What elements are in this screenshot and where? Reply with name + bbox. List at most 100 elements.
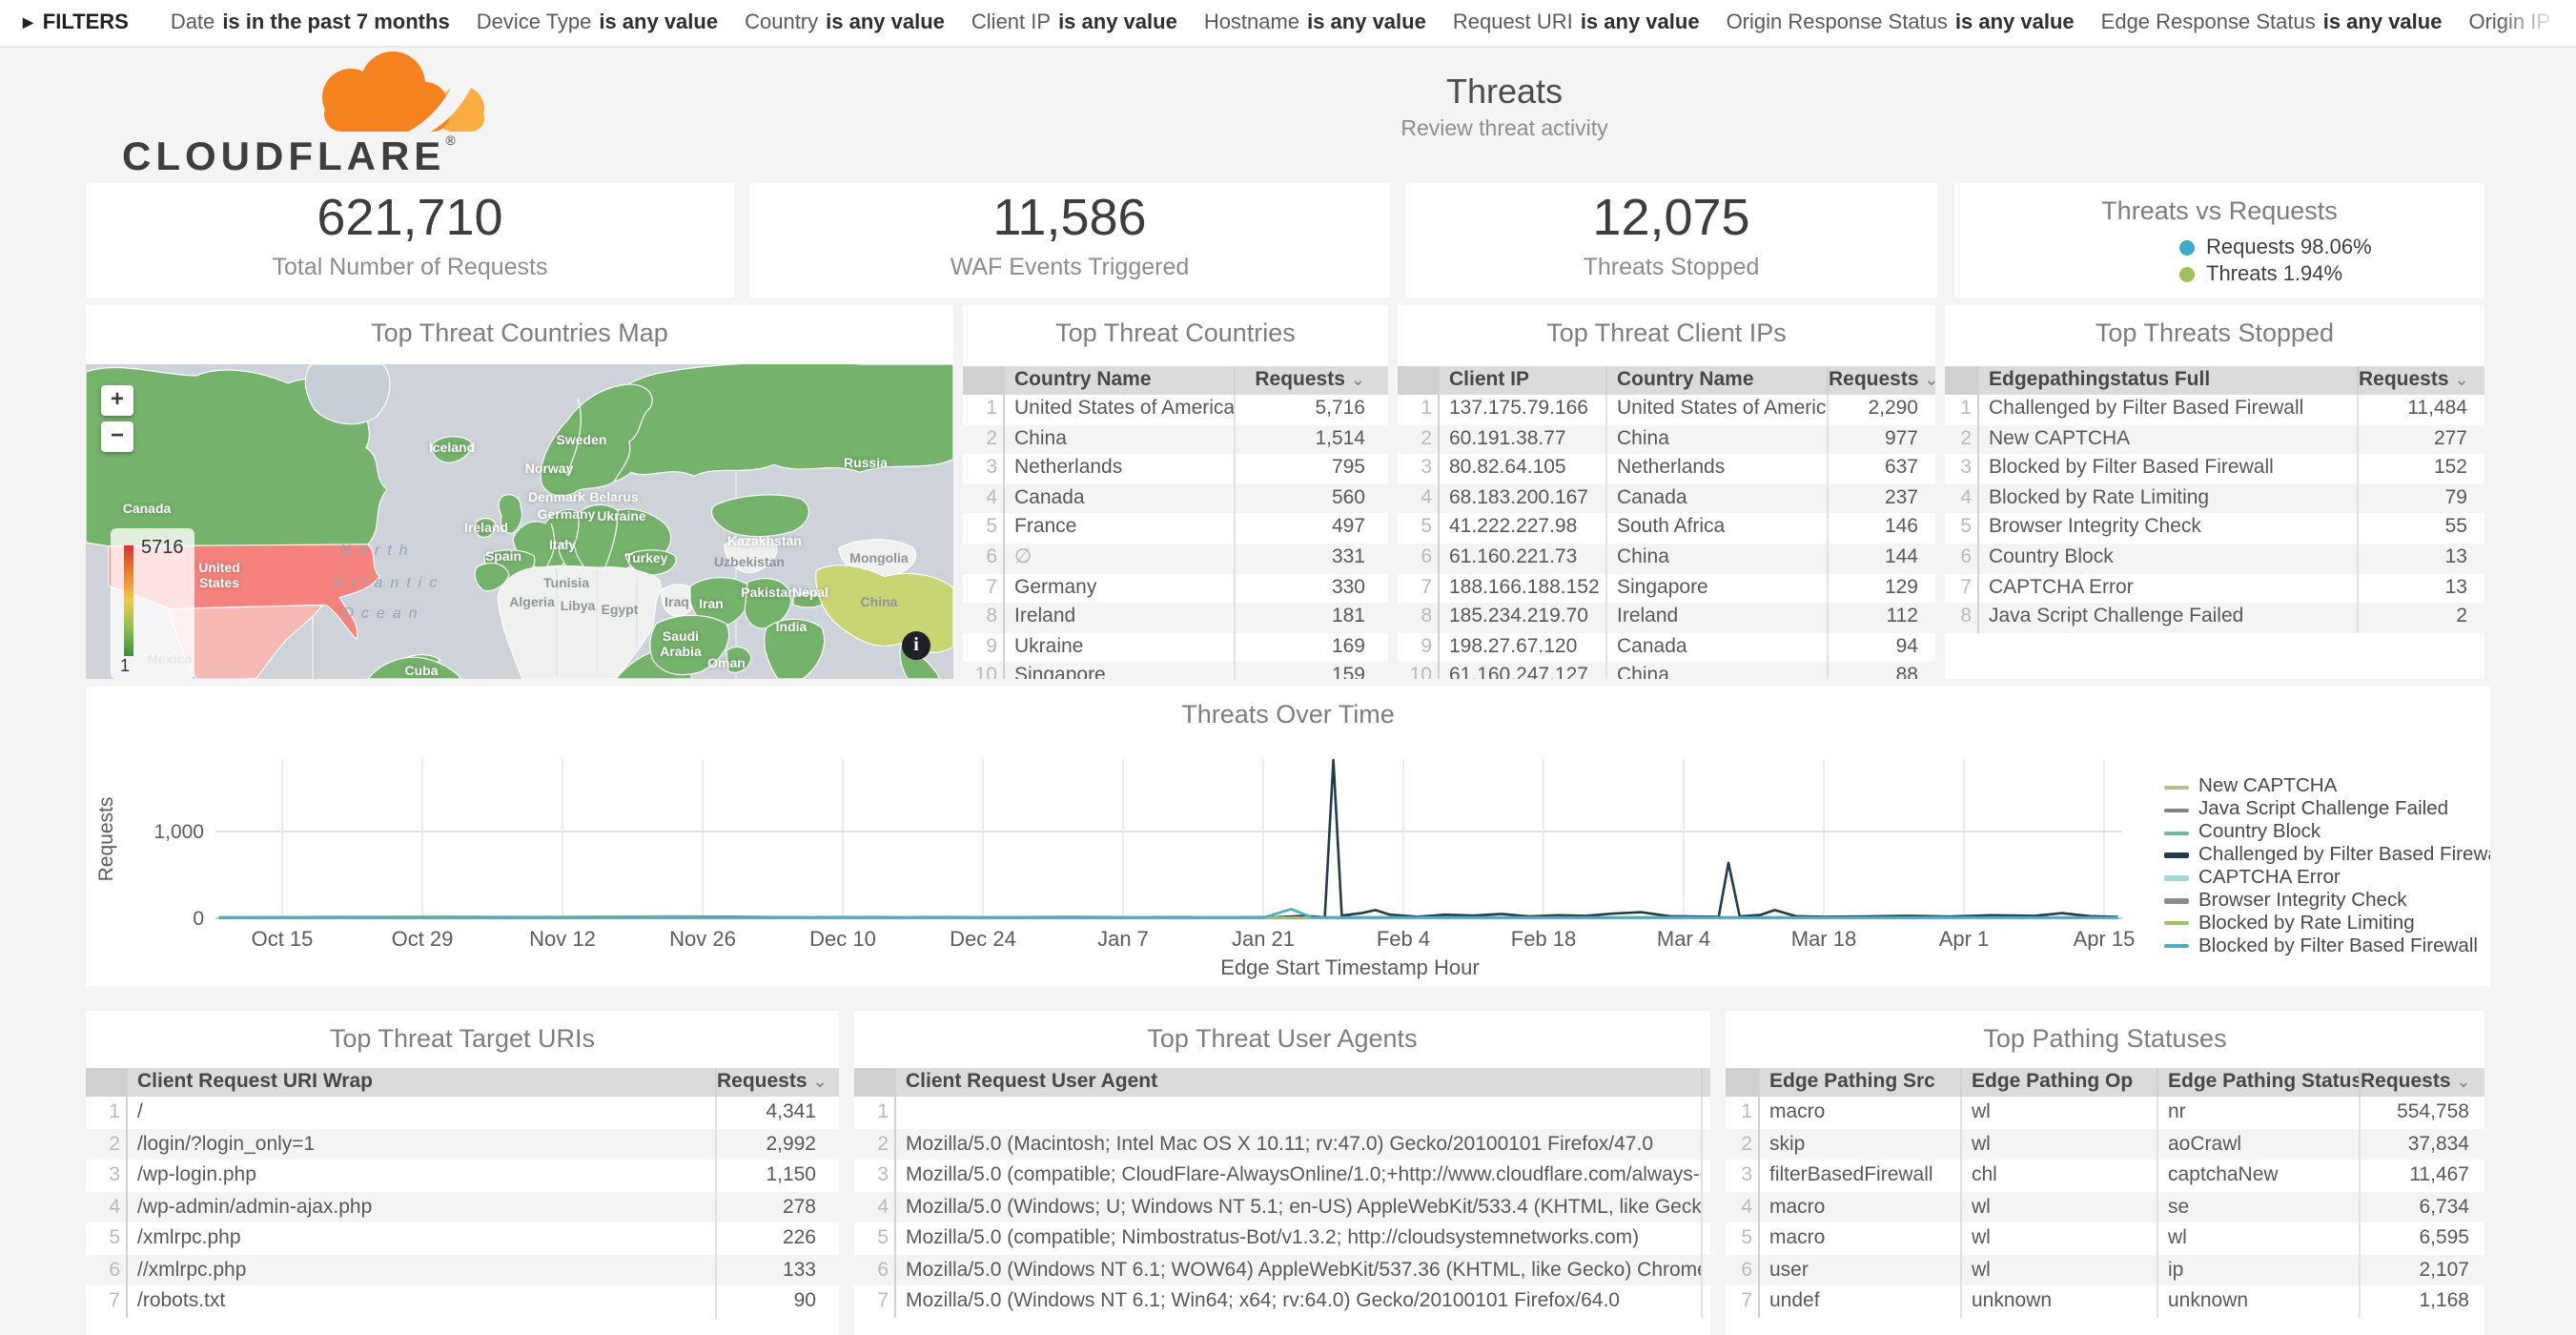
zoom-out-button[interactable]: − bbox=[101, 421, 133, 452]
cell: 181 bbox=[1234, 603, 1388, 633]
cell: China bbox=[1605, 662, 1827, 679]
chart-legend-item: Blocked by Filter Based Firewall bbox=[2164, 934, 2490, 957]
legend-label: Threats 1.94% bbox=[2206, 263, 2343, 286]
table-header-row: Edgepathingstatus Full Requests ⌄ bbox=[1945, 366, 2484, 395]
filter-item[interactable]: Device Type is any value bbox=[477, 11, 718, 34]
top-threat-countries-table: Country Name Requests ⌄ 1 United States of A… bbox=[963, 366, 1388, 679]
cell: 41.222.227.98 bbox=[1449, 515, 1578, 539]
cell: 90 bbox=[715, 1285, 839, 1317]
sort-chevron-icon: ⌄ bbox=[1925, 370, 1935, 389]
threats-over-time-chart: Oct 15 Oct 29 Nov 12 Nov 26 Dec 10 Dec 24 Jan … bbox=[95, 758, 2136, 979]
table-row: 4 macro wl se 6,734 bbox=[1726, 1191, 2484, 1222]
legend-line-icon bbox=[2164, 943, 2189, 949]
row-number: 1 bbox=[963, 395, 1005, 425]
cell: macro bbox=[1769, 1195, 1826, 1218]
row-number: 4 bbox=[854, 1191, 896, 1222]
column-header[interactable]: Requests⌄ bbox=[1234, 366, 1388, 395]
column-header[interactable]: Requests⌄ bbox=[1827, 366, 1935, 395]
chart-legend-label: Country Block bbox=[2198, 822, 2321, 844]
row-number: 2 bbox=[963, 424, 1005, 455]
cell: user bbox=[1769, 1258, 1809, 1281]
zoom-in-button[interactable]: + bbox=[101, 385, 133, 416]
filter-value: is any value bbox=[1307, 11, 1426, 34]
legend-line-icon bbox=[2164, 831, 2189, 835]
cell: China bbox=[1014, 426, 1067, 450]
cell: /robots.txt bbox=[137, 1289, 226, 1312]
cell: Country Block bbox=[1989, 544, 2114, 568]
filter-item[interactable]: Country is any value bbox=[745, 11, 945, 34]
row-number: 8 bbox=[1945, 603, 1979, 633]
sort-chevron-icon: ⌄ bbox=[2454, 370, 2469, 389]
row-number: 7 bbox=[1726, 1285, 1760, 1317]
filter-fade bbox=[2500, 0, 2576, 46]
cell: 61.160.247.127 bbox=[1449, 664, 1588, 679]
row-number: 10 bbox=[1398, 662, 1440, 679]
chart-legend-item: Browser Integrity Check bbox=[2164, 890, 2490, 913]
cell: 1,168 bbox=[2359, 1285, 2484, 1317]
table-row: 9 Ukraine 169 bbox=[963, 632, 1388, 663]
row-number: 6 bbox=[1945, 543, 1979, 574]
cell: 2,290 bbox=[1827, 395, 1935, 425]
column-header[interactable]: Requests⌄ bbox=[715, 1068, 839, 1097]
stat-value: 11,586 bbox=[992, 189, 1147, 246]
legend-line-icon bbox=[2164, 852, 2189, 858]
threats-over-time-card: Threats Over Time Oct 15 Oct 29 Nov 12 Nov … bbox=[86, 687, 2490, 986]
filter-item[interactable]: Client IP is any value bbox=[971, 11, 1177, 34]
filter-item[interactable]: Hostname is any value bbox=[1204, 11, 1426, 34]
filter-item[interactable]: Date is in the past 7 months bbox=[171, 11, 450, 34]
cell: 159 bbox=[1234, 662, 1388, 679]
cell: 330 bbox=[1234, 573, 1388, 604]
legend-dot-icon bbox=[2179, 267, 2195, 282]
cell: Blocked by Rate Limiting bbox=[1989, 485, 2210, 509]
chart-legend-item: Challenged by Filter Based Firewall bbox=[2164, 844, 2490, 867]
card-title: Top Threat Countries Map bbox=[371, 318, 668, 347]
table-row: 7 Mozilla/5.0 (Windows NT 6.1; Win64; x64… bbox=[854, 1285, 1710, 1317]
table-row: 3 80.82.64.105 Netherlands 637 bbox=[1398, 454, 1935, 484]
brand-name: CLOUDFLARE® bbox=[122, 135, 460, 179]
svg-text:Apr 15: Apr 15 bbox=[2074, 927, 2136, 951]
column-header[interactable]: Requests⌄ bbox=[2359, 1068, 2484, 1097]
cell: 68.183.200.167 bbox=[1449, 485, 1588, 509]
filter-value: is any value bbox=[826, 11, 945, 34]
svg-text:Nov 12: Nov 12 bbox=[529, 927, 596, 951]
cell: Mozilla/5.0 (compatible; CloudFlare-Alwa… bbox=[906, 1163, 1701, 1186]
chart-legend-label: Blocked by Filter Based Firewall bbox=[2198, 935, 2478, 957]
table-row: 2 60.191.38.77 China 977 bbox=[1398, 424, 1935, 455]
card-title: Top Threat User Agents bbox=[1147, 1024, 1418, 1053]
legend-item: Requests 98.06% bbox=[2179, 235, 2372, 261]
row-number: 6 bbox=[1398, 543, 1440, 574]
table-row: 6 Country Block 13 bbox=[1945, 543, 2484, 574]
table-row: 5 Mozilla/5.0 (compatible; Nimbostratus-B… bbox=[854, 1222, 1710, 1254]
cell: Mozilla/5.0 (Windows NT 6.1; WOW64) Appl… bbox=[906, 1258, 1701, 1281]
svg-text:Requests: Requests bbox=[95, 797, 117, 882]
top-threat-target-uris-table: Client Request URI Wrap Requests ⌄ 1/4,341 2… bbox=[86, 1068, 839, 1317]
column-header[interactable]: Requests⌄ bbox=[2357, 366, 2484, 395]
cell: 129 bbox=[1827, 573, 1935, 604]
cell: 133 bbox=[715, 1254, 839, 1285]
cell bbox=[1701, 1285, 1710, 1317]
filter-field: Client IP bbox=[971, 11, 1052, 34]
column-header: Client Request URI Wrap bbox=[137, 1070, 373, 1093]
table-row: 1 137.175.79.166 United States of America 2… bbox=[1398, 395, 1935, 425]
cell: China bbox=[1605, 424, 1827, 455]
row-number: 2 bbox=[1945, 424, 1979, 455]
cell: 11,484 bbox=[2357, 395, 2484, 425]
table-row: 3 Netherlands 795 bbox=[963, 454, 1388, 484]
card-title: Top Pathing Statuses bbox=[1983, 1024, 2227, 1053]
filters-toggle[interactable]: ▶ FILTERS bbox=[23, 11, 129, 34]
choropleth-map bbox=[86, 361, 953, 679]
filter-item[interactable]: Request URI is any value bbox=[1453, 11, 1700, 34]
cell: Singapore bbox=[1014, 664, 1106, 679]
card-title: Top Threat Client IPs bbox=[1546, 318, 1787, 347]
cell: 977 bbox=[1827, 424, 1935, 455]
table-header-row: Edge Pathing Src Edge Pathing Op Edge Path… bbox=[1726, 1068, 2484, 1097]
info-icon[interactable]: i bbox=[902, 631, 930, 660]
filter-item[interactable]: Edge Response Status is any value bbox=[2101, 11, 2443, 34]
filter-item[interactable]: Origin Response Status is any value bbox=[1727, 11, 2075, 34]
cell: se bbox=[2157, 1191, 2359, 1222]
row-number: 5 bbox=[1398, 513, 1440, 544]
column-header: Country Name bbox=[1014, 368, 1152, 391]
cell: wl bbox=[1960, 1191, 2157, 1222]
